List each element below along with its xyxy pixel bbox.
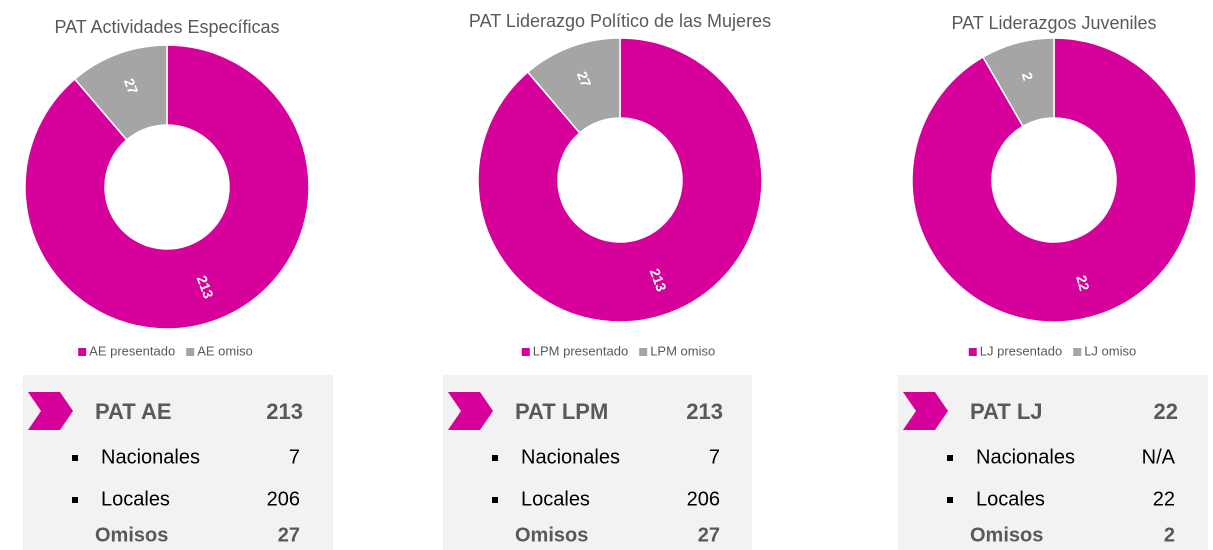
bullet [72, 497, 78, 503]
row-label: Nacionales [521, 446, 620, 468]
row-value: 22 [1153, 488, 1175, 510]
row-value: N/A [1142, 446, 1176, 468]
summary-box [443, 375, 752, 550]
chart-title: PAT Liderazgo Político de las Mujeres [469, 11, 771, 31]
bullet [72, 455, 78, 461]
donut-segment [981, 37, 1055, 128]
chart-title: PAT Liderazgos Juveniles [951, 13, 1156, 33]
panel-title: PAT LJ [970, 399, 1043, 424]
bullet [492, 497, 498, 503]
row-label: Locales [521, 488, 590, 510]
donut-segment [477, 37, 763, 323]
data-label: 27 [574, 69, 594, 89]
summary-box [898, 375, 1208, 550]
summary-box [23, 375, 333, 550]
donut-segment [911, 37, 1197, 323]
chevron-icon [903, 392, 948, 430]
bullet [492, 455, 498, 461]
donut-segment [24, 44, 310, 330]
omisos-value: 2 [1164, 524, 1175, 546]
legend-label: LJ presentado [980, 343, 1062, 358]
row-label: Locales [101, 488, 170, 510]
row-label: Locales [976, 488, 1045, 510]
panel-total: 213 [686, 399, 723, 424]
donut-segment [526, 37, 621, 134]
omisos-value: 27 [278, 524, 300, 546]
legend-label: LPM presentado [533, 343, 628, 358]
data-label: 22 [1073, 273, 1093, 292]
omisos-label: Omisos [970, 524, 1043, 546]
row-label: Nacionales [976, 446, 1075, 468]
legend-label: AE presentado [89, 343, 175, 358]
legend-swatch [521, 348, 530, 356]
legend-swatch [186, 348, 195, 356]
panel-title: PAT AE [95, 399, 172, 424]
chart-title: PAT Actividades Específicas [54, 17, 279, 37]
row-label: Nacionales [101, 446, 200, 468]
panel-total: 213 [266, 399, 303, 424]
legend-label: LPM omiso [650, 343, 715, 358]
omisos-value: 27 [698, 524, 720, 546]
row-value: 206 [267, 488, 300, 510]
data-label: 213 [647, 266, 670, 294]
legend-swatch [1073, 348, 1082, 356]
donut-segment [73, 44, 168, 141]
chevron-icon [28, 392, 73, 430]
legend-swatch [78, 348, 87, 356]
omisos-label: Omisos [95, 524, 168, 546]
row-value: 206 [687, 488, 720, 510]
data-label: 213 [194, 273, 217, 301]
data-label: 2 [1019, 70, 1037, 82]
row-value: 7 [709, 446, 720, 468]
legend-swatch [639, 348, 648, 356]
legend-label: AE omiso [197, 343, 253, 358]
omisos-label: Omisos [515, 524, 588, 546]
data-label: 27 [121, 76, 141, 96]
panel-total: 22 [1154, 399, 1178, 424]
bullet [947, 455, 953, 461]
bullet [947, 497, 953, 503]
row-value: 7 [289, 446, 300, 468]
legend-swatch [968, 348, 977, 356]
legend-label: LJ omiso [1084, 343, 1136, 358]
panel-title: PAT LPM [515, 399, 608, 424]
chevron-icon [448, 392, 493, 430]
